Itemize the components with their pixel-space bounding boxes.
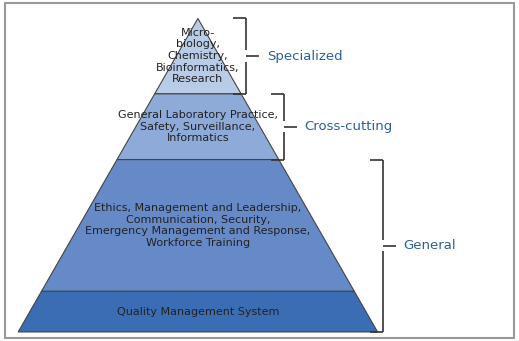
- Polygon shape: [155, 18, 241, 94]
- Text: General Laboratory Practice,
Safety, Surveillance,
Informatics: General Laboratory Practice, Safety, Sur…: [118, 110, 278, 143]
- Text: General: General: [403, 239, 456, 252]
- Text: Specialized: Specialized: [267, 49, 343, 62]
- Polygon shape: [18, 291, 378, 332]
- Text: Ethics, Management and Leadership,
Communication, Security,
Emergency Management: Ethics, Management and Leadership, Commu…: [85, 203, 310, 248]
- Text: Cross-cutting: Cross-cutting: [305, 120, 393, 133]
- Polygon shape: [117, 94, 279, 160]
- Text: Quality Management System: Quality Management System: [117, 307, 279, 316]
- Text: Micro-
biology,
Chemistry,
Bioinformatics,
Research: Micro- biology, Chemistry, Bioinformatic…: [156, 28, 240, 84]
- Polygon shape: [42, 160, 354, 291]
